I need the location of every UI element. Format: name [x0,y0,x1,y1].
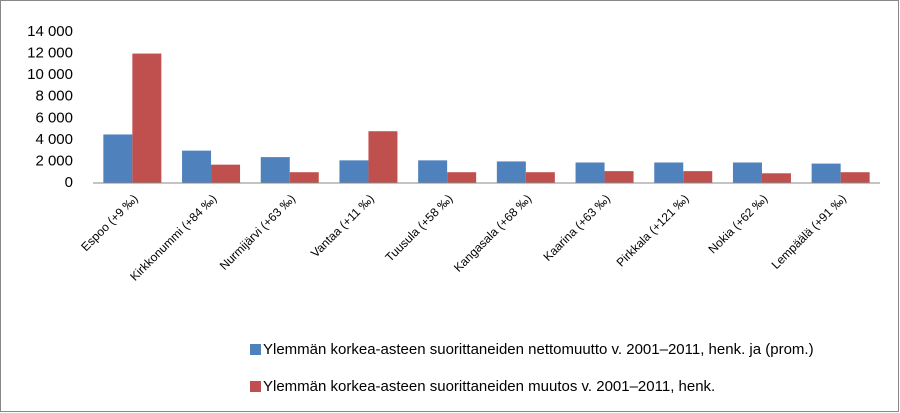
bar [418,160,448,183]
bar [811,163,841,183]
bar [683,171,713,183]
bar [654,162,684,183]
y-tick-label: 2 000 [35,152,73,169]
y-tick-label: 14 000 [27,23,73,40]
bar [368,131,398,183]
legend-swatch [250,381,261,392]
bar [339,160,369,183]
bar [103,134,133,183]
bar [575,162,605,183]
bar [732,162,762,183]
y-tick-label: 0 [65,174,73,191]
bar [132,53,162,184]
bar [447,172,477,183]
y-tick-label: 4 000 [35,131,73,148]
bar [604,171,634,183]
y-tick-label: 12 000 [27,45,73,62]
y-tick-label: 8 000 [35,88,73,105]
bar [289,172,319,183]
legend-label: Ylemmän korkea-asteen suorittaneiden net… [263,341,814,358]
y-tick-label: 6 000 [35,109,73,126]
bar [211,164,241,183]
bar [260,157,290,183]
bar [761,173,791,183]
legend-swatch [250,344,261,355]
legend-label: Ylemmän korkea-asteen suorittaneiden muu… [263,378,715,395]
bar [525,172,555,183]
bar [182,150,212,183]
y-tick-label: 10 000 [27,66,73,83]
bar [496,161,526,183]
bar [840,172,870,183]
